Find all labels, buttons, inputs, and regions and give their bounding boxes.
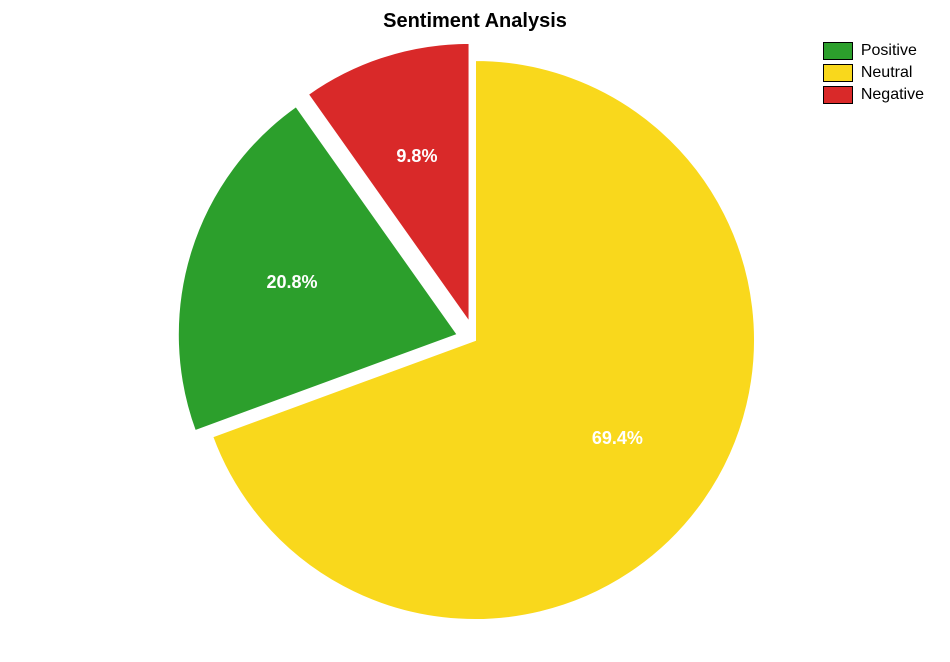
pie-slices-group [178,43,755,620]
legend-swatch-positive [823,42,853,60]
legend-item-negative: Negative [823,86,924,104]
legend: Positive Neutral Negative [823,42,924,108]
legend-item-positive: Positive [823,42,924,60]
legend-item-neutral: Neutral [823,64,924,82]
legend-swatch-neutral [823,64,853,82]
pie-label-positive: 20.8% [267,272,318,292]
pie-chart-container: Sentiment Analysis 9.8%20.8%69.4% Positi… [0,0,950,662]
legend-label-positive: Positive [861,42,917,60]
pie-chart-svg: 9.8% 20.8% 69.4% [0,0,950,662]
pie-label-neutral: 69.4% [592,428,643,448]
legend-label-negative: Negative [861,86,924,104]
legend-label-neutral: Neutral [861,64,913,82]
legend-swatch-negative [823,86,853,104]
pie-label-negative: 9.8% [396,146,437,166]
